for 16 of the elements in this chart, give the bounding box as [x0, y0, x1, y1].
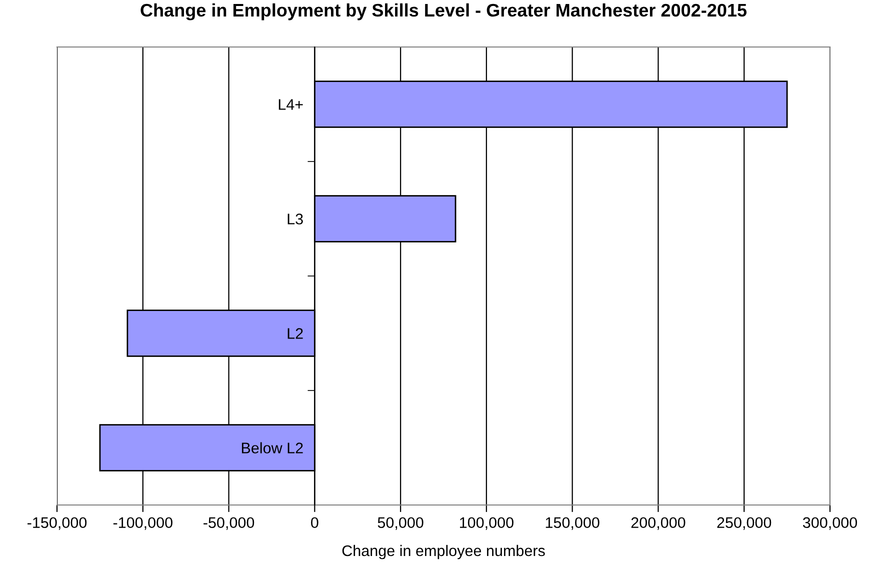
x-tick-label: 50,000 — [378, 517, 424, 530]
x-tick-label: 250,000 — [717, 517, 772, 530]
x-tick-label: 200,000 — [631, 517, 686, 530]
x-tick-label: -50,000 — [204, 517, 254, 530]
x-tick-label: 300,000 — [802, 517, 858, 530]
y-tick-label: L4+ — [278, 99, 303, 110]
x-tick-label: -150,000 — [28, 517, 87, 530]
x-tick-label: 0 — [311, 517, 318, 528]
x-axis-title: Change in employee numbers — [342, 544, 545, 560]
x-tick-label: 150,000 — [546, 517, 600, 530]
x-tick-label: -100,000 — [113, 517, 172, 530]
x-tick-label: 100,000 — [460, 517, 514, 530]
y-tick-label: L2 — [288, 328, 303, 339]
y-tick-label: Below L2 — [242, 442, 303, 454]
y-tick-label: L3 — [288, 214, 303, 224]
chart-title: Change in Employment by Skills Level - Greater Manchester 2002-2015 — [140, 3, 747, 20]
